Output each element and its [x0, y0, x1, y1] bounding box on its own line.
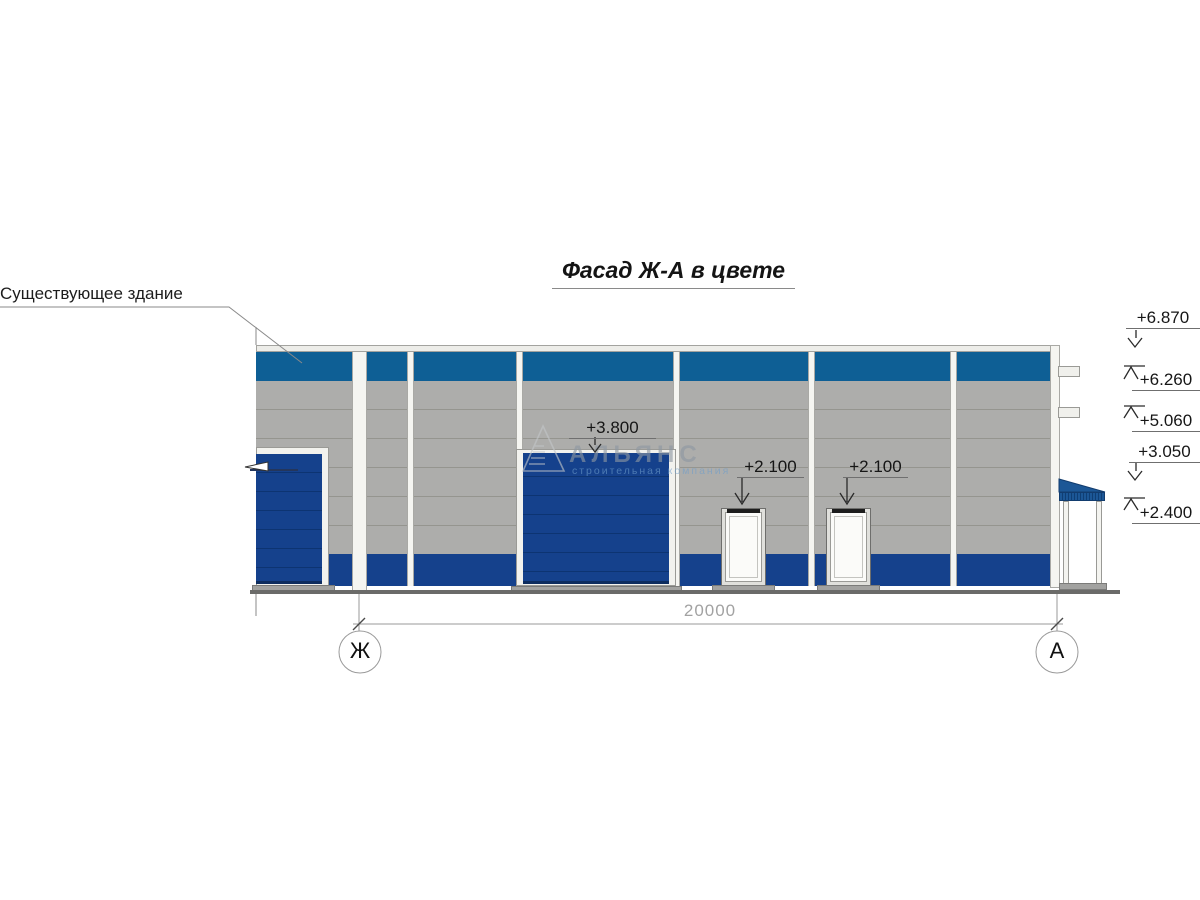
existing-building-callout: Существующее здание: [0, 284, 183, 303]
canopy-post: [1063, 501, 1069, 585]
ground-line: [250, 590, 1120, 594]
left-garage-door: [256, 454, 322, 583]
entry1-level-label: +2.100: [737, 457, 804, 478]
column-axis-zh: [352, 352, 367, 590]
drawing-title: Фасад Ж-А в цвете: [552, 257, 795, 289]
level-tab-5060: [1058, 407, 1080, 418]
mullion: [950, 352, 957, 586]
corner-column-axis-a: [1050, 345, 1060, 588]
left-garage-door-rail: [256, 581, 322, 584]
elevation-mark-6260: +6.260: [1132, 370, 1200, 391]
axis-marker-a: А: [1049, 638, 1065, 663]
facade-top-blue-band: [256, 352, 1051, 381]
entry2-level-label: +2.100: [843, 457, 908, 478]
elevation-mark-2400: +2.400: [1132, 503, 1200, 524]
dimension-value: 20000: [683, 601, 737, 620]
elevation-mark-3050: +3.050: [1129, 442, 1200, 463]
entry-door-2-panel: [834, 516, 863, 578]
axis-marker-zh: Ж: [349, 638, 371, 663]
entry-door-1-head: [727, 509, 760, 513]
mullion: [407, 352, 414, 586]
garage-door: [523, 453, 669, 583]
entry-door-1-panel: [729, 516, 758, 578]
watermark-tagline: строительная компания: [572, 465, 731, 477]
level-tab-6260: [1058, 366, 1080, 377]
garage-level-label: +3.800: [569, 418, 656, 439]
elevation-mark-5060: +5.060: [1132, 411, 1200, 432]
canopy-post: [1096, 501, 1102, 585]
canopy-post-base: [1059, 583, 1107, 590]
mullion: [808, 352, 815, 586]
entry-door-2-head: [832, 509, 865, 513]
garage-door-rail: [523, 581, 669, 584]
parapet-coping: [256, 345, 1060, 352]
elevation-mark-6870: +6.870: [1126, 308, 1200, 329]
canopy-fascia: [1059, 492, 1105, 501]
